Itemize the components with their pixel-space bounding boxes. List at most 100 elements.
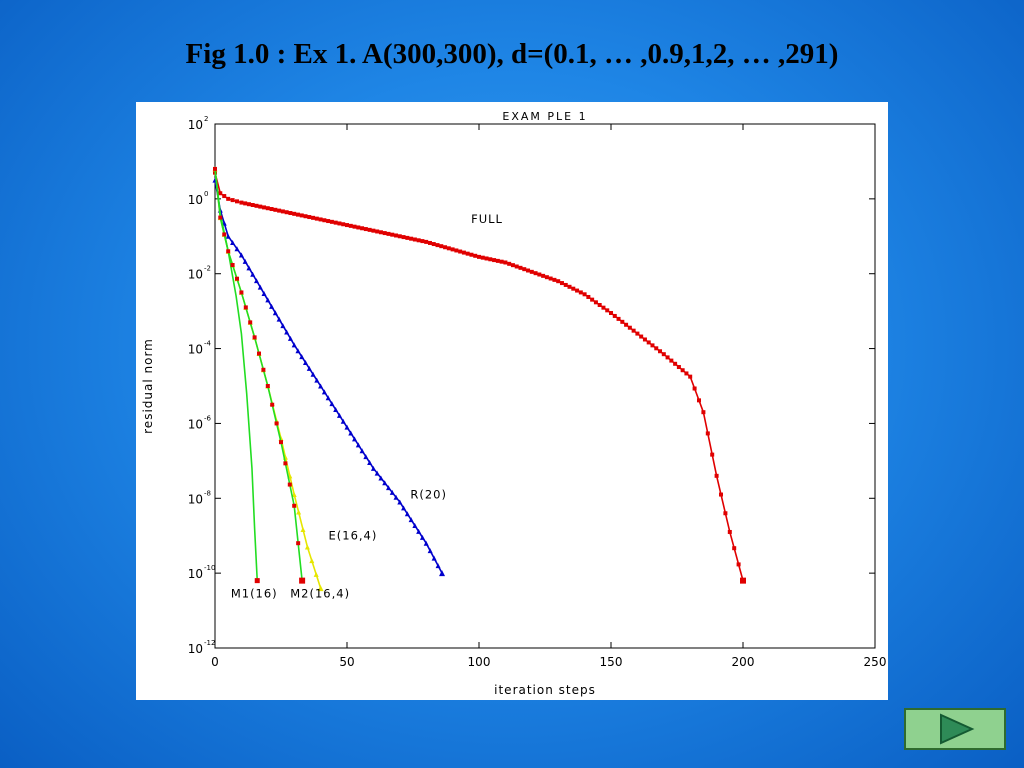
series-point xyxy=(575,288,580,293)
series-point xyxy=(299,354,305,360)
series-label: R(20) xyxy=(410,487,447,501)
x-tick-label: 100 xyxy=(468,655,491,669)
series-point xyxy=(226,249,231,254)
series-point xyxy=(246,202,251,207)
series-point xyxy=(616,316,621,321)
series-point xyxy=(684,371,689,376)
series-point xyxy=(443,245,448,250)
y-tick-label: 10 xyxy=(188,118,203,132)
series-point xyxy=(265,297,271,303)
series-point xyxy=(374,470,380,476)
series-point xyxy=(723,511,728,516)
series-point xyxy=(230,198,235,203)
series-point xyxy=(291,342,297,348)
series-point xyxy=(262,205,267,210)
x-tick-label: 200 xyxy=(732,655,755,669)
series-point xyxy=(397,499,403,505)
series-point xyxy=(318,383,324,389)
series-point xyxy=(669,358,674,363)
series-point xyxy=(213,166,217,171)
series-point xyxy=(295,348,301,354)
series-point xyxy=(427,240,432,245)
series-point xyxy=(601,305,606,310)
series-point xyxy=(658,349,663,354)
series-point xyxy=(360,226,365,231)
series-point xyxy=(605,308,610,313)
series-point xyxy=(423,540,429,546)
series-point xyxy=(333,220,338,225)
series-point xyxy=(321,389,327,395)
series-point xyxy=(567,284,572,289)
series-point xyxy=(397,234,402,239)
series-point xyxy=(394,233,399,238)
series-label: M2(16,4) xyxy=(290,586,350,600)
series-point xyxy=(363,454,369,460)
series-point xyxy=(314,216,319,221)
series-point xyxy=(222,194,227,199)
series-point xyxy=(270,402,275,407)
series-point xyxy=(239,290,244,295)
series-point xyxy=(503,260,508,265)
series-end-point xyxy=(317,585,324,592)
series-point xyxy=(582,292,587,297)
series-point xyxy=(710,452,715,457)
series-point xyxy=(352,436,358,442)
series-point xyxy=(261,290,267,296)
series-point xyxy=(218,191,223,196)
y-tick-exponent: -2 xyxy=(204,265,211,273)
series-point xyxy=(609,311,613,316)
series-point xyxy=(420,239,425,244)
series-point xyxy=(303,359,309,365)
series-point xyxy=(311,215,316,220)
series-point xyxy=(697,398,701,403)
series-point xyxy=(336,412,342,418)
y-tick-label: 10 xyxy=(188,268,203,282)
series-point xyxy=(269,207,274,212)
series-point xyxy=(283,461,288,466)
series-point xyxy=(469,252,474,257)
series-point xyxy=(680,368,685,373)
series-point xyxy=(230,240,236,246)
series-point xyxy=(322,218,327,223)
series-point xyxy=(495,258,500,263)
series-point xyxy=(676,365,681,370)
series-point xyxy=(367,227,372,232)
series-point xyxy=(719,492,723,497)
series-line-0 xyxy=(214,172,744,581)
series-point xyxy=(639,334,644,339)
y-tick-exponent: -6 xyxy=(204,414,212,422)
series-point xyxy=(248,320,253,325)
series-point xyxy=(552,277,557,282)
series-point xyxy=(548,276,553,281)
series-point xyxy=(454,248,459,253)
series-point xyxy=(273,207,278,212)
series-point xyxy=(382,480,388,486)
series-point xyxy=(333,407,339,413)
series-point xyxy=(578,290,583,295)
series-point xyxy=(412,523,418,529)
series-point xyxy=(288,211,293,216)
chart-title: EXAM PLE 1 xyxy=(502,110,587,123)
series-point xyxy=(537,272,542,277)
series-point xyxy=(287,335,293,341)
series-point xyxy=(257,284,263,290)
series-point xyxy=(356,225,361,230)
series-point xyxy=(416,528,422,534)
series-point xyxy=(222,232,227,237)
series-point xyxy=(340,418,346,424)
series-line-4 xyxy=(214,168,303,581)
plot-frame xyxy=(214,123,876,649)
series-point xyxy=(533,271,538,276)
series-point xyxy=(226,196,231,201)
series-point xyxy=(597,302,602,307)
series-point xyxy=(230,262,235,267)
series-point xyxy=(544,275,549,280)
next-slide-button[interactable] xyxy=(904,708,1006,750)
series-point xyxy=(646,340,651,345)
slide-title: Fig 1.0 : Ex 1. A(300,300), d=(0.1, … ,0… xyxy=(185,38,839,70)
series-line-2 xyxy=(214,168,322,589)
series-point xyxy=(378,475,384,481)
series-point xyxy=(665,355,670,360)
series-point xyxy=(252,335,257,340)
series-point xyxy=(274,421,279,426)
